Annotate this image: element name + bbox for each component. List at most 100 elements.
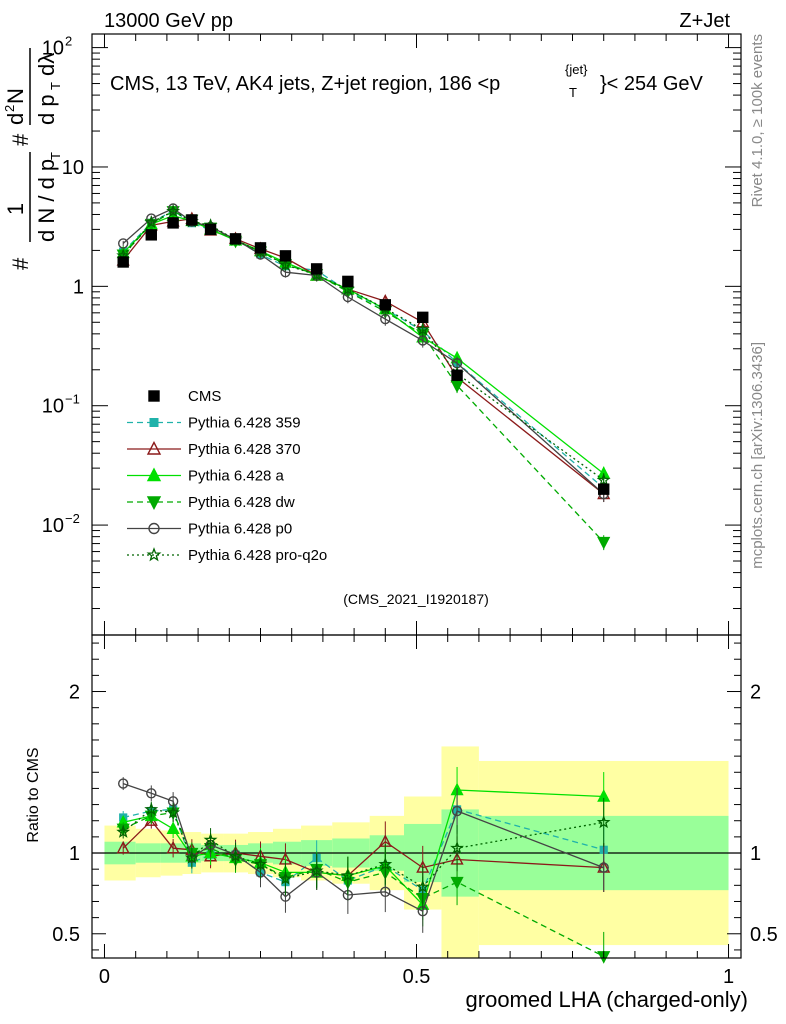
ylabel-d-numer: d: [3, 113, 28, 125]
ylabel-hash-bottom: #: [8, 133, 33, 146]
legend-label: Pythia 6.428 a: [188, 468, 285, 485]
legend-label: Pythia 6.428 370: [188, 441, 301, 458]
ratio-marker: [166, 805, 181, 819]
legend-label: Pythia 6.428 359: [188, 415, 301, 432]
cms-data-point: [117, 256, 129, 268]
rivet-version: Rivet 4.1.0, ≥ 100k events: [749, 34, 766, 207]
cms-data: [117, 214, 610, 495]
cms-data-point: [254, 242, 267, 254]
series-6-ratio: [116, 797, 611, 909]
series-marker: [340, 281, 355, 296]
legend-marker: [148, 390, 160, 402]
series-marker: [597, 536, 611, 550]
series-marker: [415, 322, 430, 336]
legend-entry: Pythia 6.428 p0: [127, 521, 292, 538]
legend-marker: [149, 418, 159, 427]
ylabel-dN-over-dpT: d N / d p: [34, 159, 59, 242]
series-marker: [118, 238, 129, 249]
ratio-marker: [340, 868, 355, 882]
cms-data-point: [342, 275, 354, 288]
ratio-marker: [118, 778, 129, 789]
ratio-y-tick-label: 1: [69, 843, 80, 865]
cms-data-point: [451, 369, 463, 381]
series-ratio-line: [122, 808, 604, 888]
ratio-marker: [166, 840, 180, 854]
legend-marker: [146, 467, 162, 482]
ratio-marker: [598, 862, 609, 873]
series-line: [122, 215, 605, 475]
title-sup: {jet}: [565, 62, 588, 77]
ratio-marker: [378, 856, 393, 871]
ylabel-dlambda: dλ: [34, 53, 59, 76]
plot-title: CMS, 13 TeV, AK4 jets, Z+jet region, 186…: [110, 62, 704, 100]
legend-entry: Pythia 6.428 a: [127, 467, 285, 485]
header-left: 13000 GeV pp: [104, 10, 233, 32]
legend-label: Pythia 6.428 p0: [188, 521, 292, 538]
y-tick-label: 1: [73, 276, 84, 298]
ratio-marker: [380, 886, 391, 897]
ratio-panel: 0 0.5 1 0.5 0.5 1 1 2 2: [52, 34, 778, 988]
main-ylabel: # 1 d N / d p T # d 2 N d p T dλ: [2, 48, 63, 270]
ylabel-one: 1: [3, 203, 28, 215]
ylabel-T-sub-2: T: [48, 82, 63, 90]
series-marker: [278, 257, 293, 271]
legend-marker: [146, 440, 162, 455]
ratio-y-tick-label: 2: [69, 682, 80, 704]
series-line: [122, 210, 605, 543]
series-line: [122, 210, 605, 481]
ratio-marker: [166, 821, 180, 834]
cms-data-point: [379, 299, 391, 311]
ratio-marker: [415, 879, 430, 893]
series-marker: [144, 215, 159, 229]
ylabel-two: 2: [2, 105, 17, 112]
x-tick-label: 0.5: [403, 966, 431, 988]
legend-entry: Pythia 6.428 pro-q2o: [127, 547, 327, 564]
x-tick-label: 1: [723, 966, 734, 988]
cms-data-point: [279, 250, 292, 262]
title-main: CMS, 13 TeV, AK4 jets, Z+jet region, 186…: [110, 73, 500, 95]
legend-entry: CMS: [148, 388, 221, 405]
legend-marker: [146, 496, 162, 511]
ratio-y-tick-label: 0.5: [52, 924, 80, 946]
y-tick-label: 10: [42, 396, 64, 418]
cms-data-point: [145, 229, 157, 241]
ratio-marker: [116, 824, 131, 838]
legend-marker: [146, 547, 162, 562]
title-sub: T: [569, 85, 577, 100]
ratio-marker: [144, 802, 159, 816]
series-ratio-line: [123, 808, 604, 892]
ratio-y-tick-label-right: 2: [750, 682, 761, 704]
legend: CMS Pythia 6.428 359 Pythia 6.428 370 Pythi…: [127, 388, 327, 564]
ratio-marker: [450, 876, 464, 890]
y-tick-label: 10: [42, 515, 64, 537]
ylabel-N-numer: N: [3, 88, 28, 104]
ratio-marker: [451, 805, 463, 817]
ratio-y-tick-label-right: 0.5: [750, 924, 778, 946]
y-tick-exponent: −2: [65, 511, 80, 526]
y-tick-exponent: −1: [65, 392, 80, 407]
header-right: Z+Jet: [679, 10, 730, 32]
ratio-marker: [184, 850, 199, 864]
cms-data-point: [598, 483, 610, 495]
ylabel-dpT: d p: [34, 94, 59, 125]
analysis-id: (CMS_2021_I1920187): [343, 591, 489, 607]
legend-entry: Pythia 6.428 dw: [127, 494, 295, 511]
y-tick-label: 10: [42, 38, 64, 60]
cms-data-point: [310, 263, 323, 275]
legend-marker: [148, 522, 160, 535]
legend-entry: Pythia 6.428 370: [127, 440, 301, 458]
title-tail: }< 254 GeV: [600, 73, 704, 95]
cms-data-point: [204, 223, 217, 236]
series-marker: [166, 203, 181, 218]
x-axis-label: groomed LHA (charged-only): [466, 987, 748, 1012]
y-tick-exponent: 2: [65, 34, 72, 49]
ratio-marker: [596, 814, 611, 829]
legend-label: CMS: [188, 388, 221, 405]
y-tick-label: 10: [62, 157, 84, 179]
legend-label: Pythia 6.428 pro-q2o: [188, 547, 327, 564]
ratio-marker: [253, 856, 268, 871]
legend-entry: Pythia 6.428 359: [127, 415, 301, 432]
x-tick-label: 0: [99, 966, 110, 988]
series-2-main: [116, 211, 611, 503]
